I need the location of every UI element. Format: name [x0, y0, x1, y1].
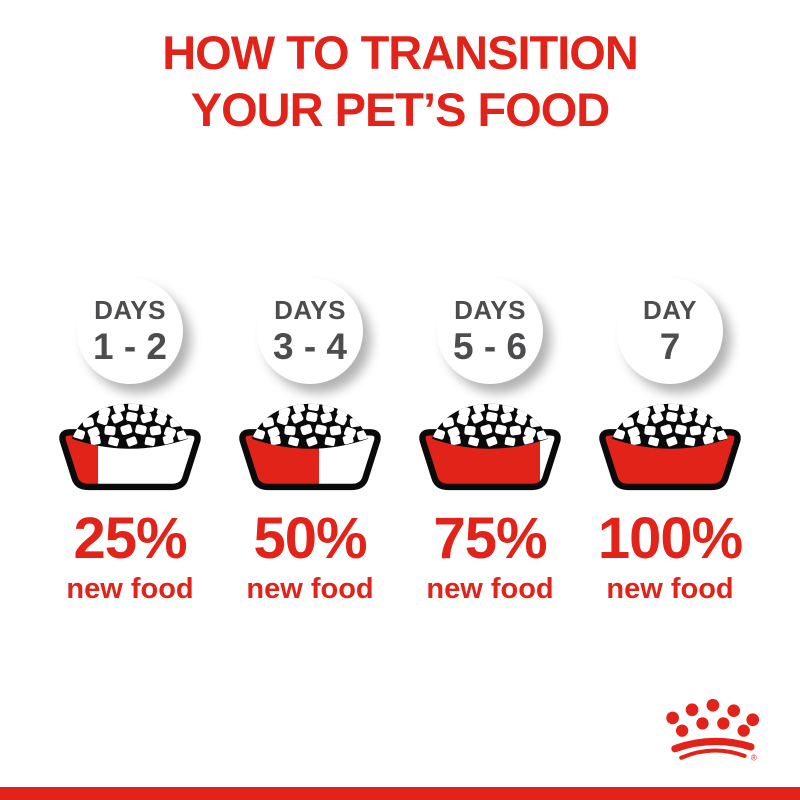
new-food-percent: 75% — [433, 506, 547, 571]
new-food-percent: 25% — [73, 506, 187, 571]
day-badge-label: DAY — [642, 295, 697, 325]
day-badge-range: 3 - 4 — [272, 326, 348, 367]
transition-steps: DAYS 1 - 2 25% new food DAYS 3 - 4 — [40, 278, 760, 604]
day-badge-range: 7 — [659, 326, 681, 367]
food-bowl-icon — [228, 396, 392, 496]
registered-trademark-symbol: ® — [751, 753, 757, 762]
food-bowl-icon — [408, 396, 572, 496]
day-badge: DAYS 3 - 4 — [257, 278, 363, 384]
day-badge-range: 1 - 2 — [92, 326, 168, 367]
step-days-3-4: DAYS 3 - 4 50% new food — [220, 278, 400, 604]
step-day-7: DAY 7 100% new food — [580, 278, 760, 604]
day-badge: DAYS 5 - 6 — [437, 278, 543, 384]
day-badge-label: DAYS — [274, 295, 346, 325]
food-bowl-icon — [588, 396, 752, 496]
new-food-caption: new food — [606, 573, 734, 605]
new-food-percent: 100% — [597, 506, 743, 571]
new-food-percent: 50% — [253, 506, 367, 571]
brand-color-bar — [0, 787, 800, 800]
new-food-caption: new food — [426, 573, 554, 605]
title-line-1: HOW TO TRANSITION — [162, 26, 639, 79]
title-line-2: YOUR PET’S FOOD — [190, 83, 611, 136]
day-badge-label: DAYS — [94, 295, 166, 325]
day-badge: DAYS 1 - 2 — [77, 278, 183, 384]
step-days-1-2: DAYS 1 - 2 25% new food — [40, 278, 220, 604]
new-food-caption: new food — [246, 573, 374, 605]
royal-canin-crown-icon: ® — [666, 698, 760, 762]
day-badge-range: 5 - 6 — [452, 326, 528, 367]
page-title: HOW TO TRANSITION YOUR PET’S FOOD — [0, 24, 800, 138]
food-bowl-icon — [48, 396, 212, 496]
day-badge: DAY 7 — [617, 278, 723, 384]
step-days-5-6: DAYS 5 - 6 75% new food — [400, 278, 580, 604]
day-badge-label: DAYS — [454, 295, 526, 325]
new-food-caption: new food — [66, 573, 194, 605]
